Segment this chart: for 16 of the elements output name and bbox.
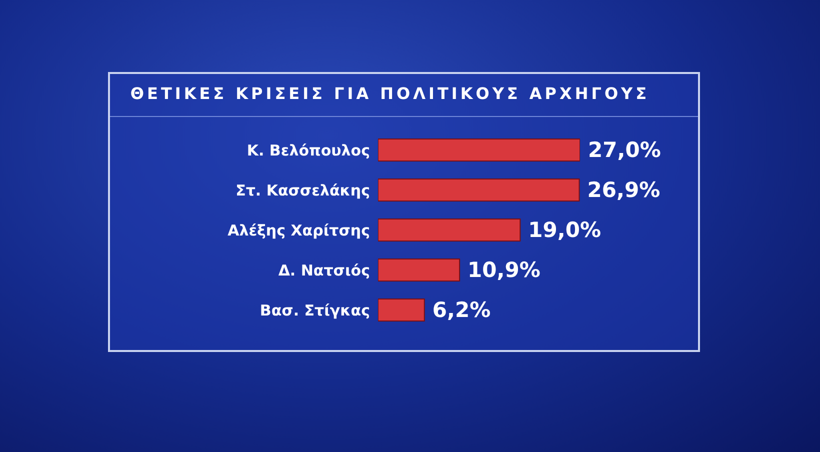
bar — [378, 298, 425, 322]
data-label: 19,0% — [528, 218, 602, 242]
data-label: 6,2% — [432, 298, 491, 322]
chart-title: ΘΕΤΙΚΕΣ ΚΡΙΣΕΙΣ ΓΙΑ ΠΟΛΙΤΙΚΟΥΣ ΑΡΧΗΓΟΥΣ — [129, 84, 651, 103]
data-label: 10,9% — [468, 258, 540, 282]
bar — [378, 178, 580, 202]
bar — [378, 218, 521, 242]
y-tick-label: Δ. Νατσιός — [278, 261, 370, 280]
bar — [378, 258, 460, 282]
y-tick-label: Κ. Βελόπουλος — [246, 141, 370, 160]
y-tick-label: Στ. Κασσελάκης — [236, 181, 370, 200]
bar — [378, 138, 580, 162]
data-label: 27,0% — [588, 138, 661, 162]
data-label: 26,9% — [587, 178, 660, 202]
y-tick-label: Βασ. Στίγκας — [260, 301, 370, 320]
y-tick-label: Αλέξης Χαρίτσης — [228, 221, 370, 240]
